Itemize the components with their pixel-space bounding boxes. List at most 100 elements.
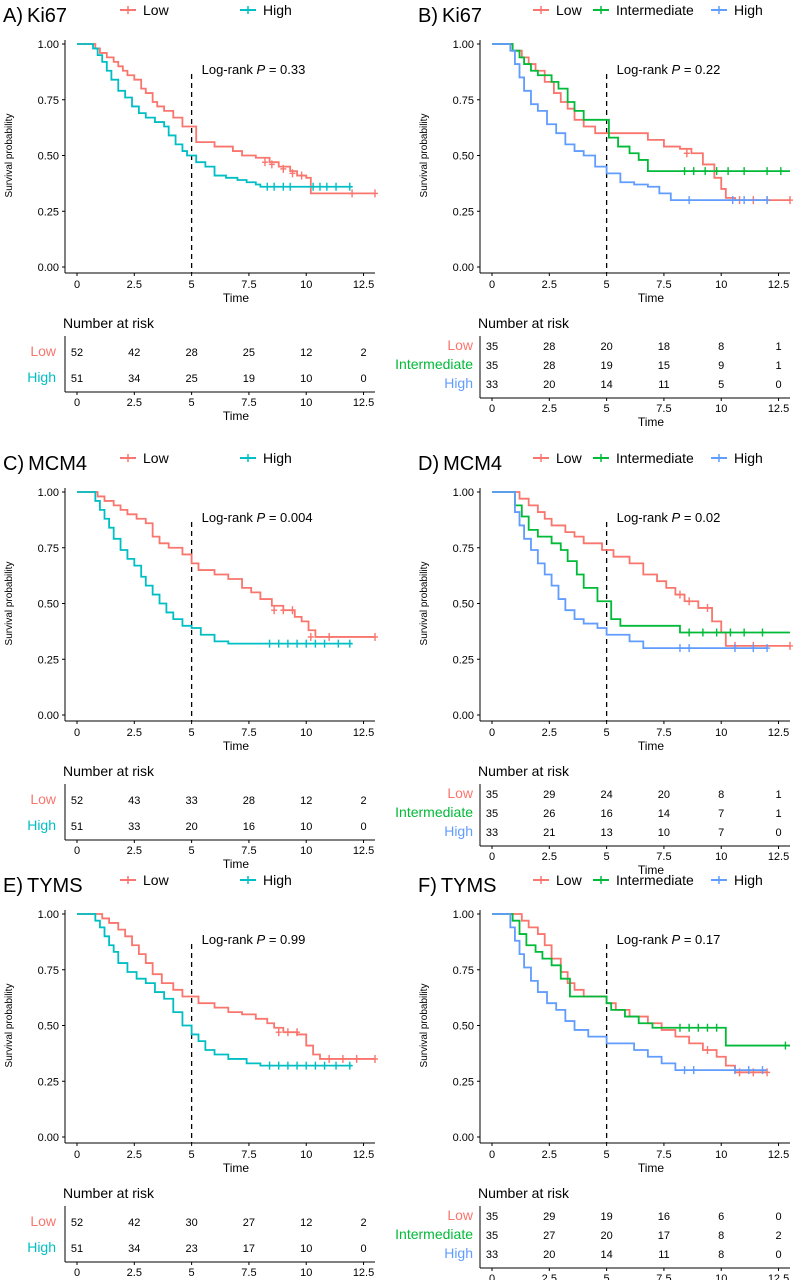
risk-value: 7 — [718, 827, 724, 839]
x-tick-label: 12.5 — [353, 1149, 374, 1161]
logrank-p: P — [672, 62, 681, 77]
y-axis-label: Survival probability — [4, 114, 15, 198]
risk-x-tick-label: 2.5 — [542, 1273, 557, 1280]
risk-x-tick-label: 7.5 — [656, 403, 671, 415]
risk-value: 35 — [486, 789, 498, 801]
risk-value: 0 — [360, 373, 366, 385]
risk-value: 52 — [71, 795, 83, 807]
risk-value: 25 — [185, 373, 197, 385]
legend-label-low: Low — [556, 2, 583, 18]
logrank-prefix: Log-rank — [617, 932, 672, 947]
x-tick-label: 12.5 — [768, 279, 789, 291]
risk-x-tick-label: 12.5 — [768, 403, 789, 415]
x-tick-label: 7.5 — [241, 279, 256, 291]
risk-x-tick-label: 5 — [189, 397, 195, 409]
risk-value: 35 — [486, 1230, 498, 1242]
logrank-prefix: Log-rank — [202, 932, 257, 947]
y-tick-label: 1.00 — [453, 909, 474, 921]
risk-x-tick-label: 0 — [489, 851, 495, 863]
risk-value: 14 — [658, 808, 670, 820]
panel-label: B) — [418, 5, 438, 27]
x-axis-label: Time — [223, 291, 250, 305]
x-tick-label: 10 — [300, 1149, 312, 1161]
risk-x-tick-label: 2.5 — [127, 1267, 142, 1279]
risk-value: 27 — [543, 1230, 555, 1242]
legend-label-low: Low — [143, 450, 170, 466]
risk-x-tick-label: 5 — [189, 1267, 195, 1279]
x-tick-label: 12.5 — [353, 727, 374, 739]
risk-value: 2 — [775, 1230, 781, 1242]
panel-b: B) Ki67 Low Intermediate High 0.00 0.25 0.50 0.7… — [395, 2, 793, 429]
x-tick-label: 5 — [189, 279, 195, 291]
risk-value: 35 — [486, 1211, 498, 1223]
risk-x-tick-label: 5 — [189, 845, 195, 857]
panel-label: C) — [3, 453, 24, 475]
risk-x-tick-label: 12.5 — [353, 845, 374, 857]
y-tick-label: 1.00 — [453, 487, 474, 499]
risk-value: 42 — [128, 1217, 140, 1229]
risk-x-tick-label: 2.5 — [542, 851, 557, 863]
y-tick-label: 0.00 — [38, 710, 59, 722]
risk-x-tick-label: 2.5 — [127, 397, 142, 409]
risk-value: 29 — [543, 1211, 555, 1223]
risk-value: 16 — [243, 821, 255, 833]
x-tick-label: 7.5 — [656, 727, 671, 739]
x-axis-label: Time — [223, 739, 250, 753]
y-tick-label: 0.00 — [38, 262, 59, 274]
risk-value: 35 — [486, 360, 498, 372]
logrank-prefix: Log-rank — [617, 510, 672, 525]
y-tick-label: 0.00 — [453, 262, 474, 274]
risk-value: 8 — [718, 341, 724, 353]
km-curve-low — [492, 491, 790, 647]
risk-value: 28 — [543, 341, 555, 353]
risk-value: 1 — [775, 341, 781, 353]
risk-x-tick-label: 10 — [715, 1273, 727, 1280]
x-tick-label: 2.5 — [127, 1149, 142, 1161]
risk-x-tick-label: 2.5 — [542, 403, 557, 415]
logrank-prefix: Log-rank — [202, 62, 257, 77]
logrank-value: = 0.17 — [680, 932, 720, 947]
logrank-value: = 0.33 — [265, 62, 305, 77]
y-tick-label: 0.25 — [453, 206, 474, 218]
panel-c: C) MCM4 Low High 0.00 0.25 0.50 0.75 1.00 0 2.5 5 7.… — [3, 450, 378, 871]
gene-name: Ki67 — [442, 5, 482, 27]
gene-name: MCM4 — [443, 453, 502, 475]
risk-value: 33 — [486, 827, 498, 839]
risk-value: 28 — [243, 795, 255, 807]
risk-value: 43 — [128, 795, 140, 807]
x-tick-label: 10 — [300, 279, 312, 291]
risk-value: 34 — [128, 373, 140, 385]
x-tick-label: 0 — [74, 727, 80, 739]
risk-value: 24 — [600, 789, 612, 801]
panel-title: F) TYMS — [418, 875, 496, 897]
risk-x-axis-label: Time — [223, 857, 250, 871]
x-tick-label: 7.5 — [241, 727, 256, 739]
y-tick-label: 0.75 — [38, 543, 59, 555]
risk-value: 10 — [300, 373, 312, 385]
y-tick-label: 0.00 — [453, 1132, 474, 1144]
risk-value: 9 — [718, 360, 724, 372]
risk-x-tick-label: 12.5 — [768, 851, 789, 863]
panel-title: C) MCM4 — [3, 453, 87, 475]
x-tick-label: 2.5 — [127, 279, 142, 291]
x-tick-label: 0 — [74, 1149, 80, 1161]
risk-value: 23 — [185, 1243, 197, 1255]
risk-table-title: Number at risk — [478, 763, 570, 779]
risk-value: 33 — [128, 821, 140, 833]
risk-value: 8 — [718, 1230, 724, 1242]
risk-x-tick-label: 10 — [300, 845, 312, 857]
legend-label-intermediate: Intermediate — [616, 872, 694, 888]
gene-name: Ki67 — [27, 5, 67, 27]
gene-name: MCM4 — [28, 453, 87, 475]
risk-value: 17 — [243, 1243, 255, 1255]
y-tick-label: 1.00 — [453, 39, 474, 51]
km-curve-high — [77, 491, 353, 645]
x-axis-label: Time — [638, 291, 665, 305]
risk-x-tick-label: 10 — [715, 403, 727, 415]
risk-x-tick-label: 7.5 — [241, 845, 256, 857]
x-tick-label: 12.5 — [768, 1149, 789, 1161]
km-curve-high — [77, 43, 353, 188]
risk-x-tick-label: 7.5 — [241, 1267, 256, 1279]
risk-value: 5 — [718, 379, 724, 391]
